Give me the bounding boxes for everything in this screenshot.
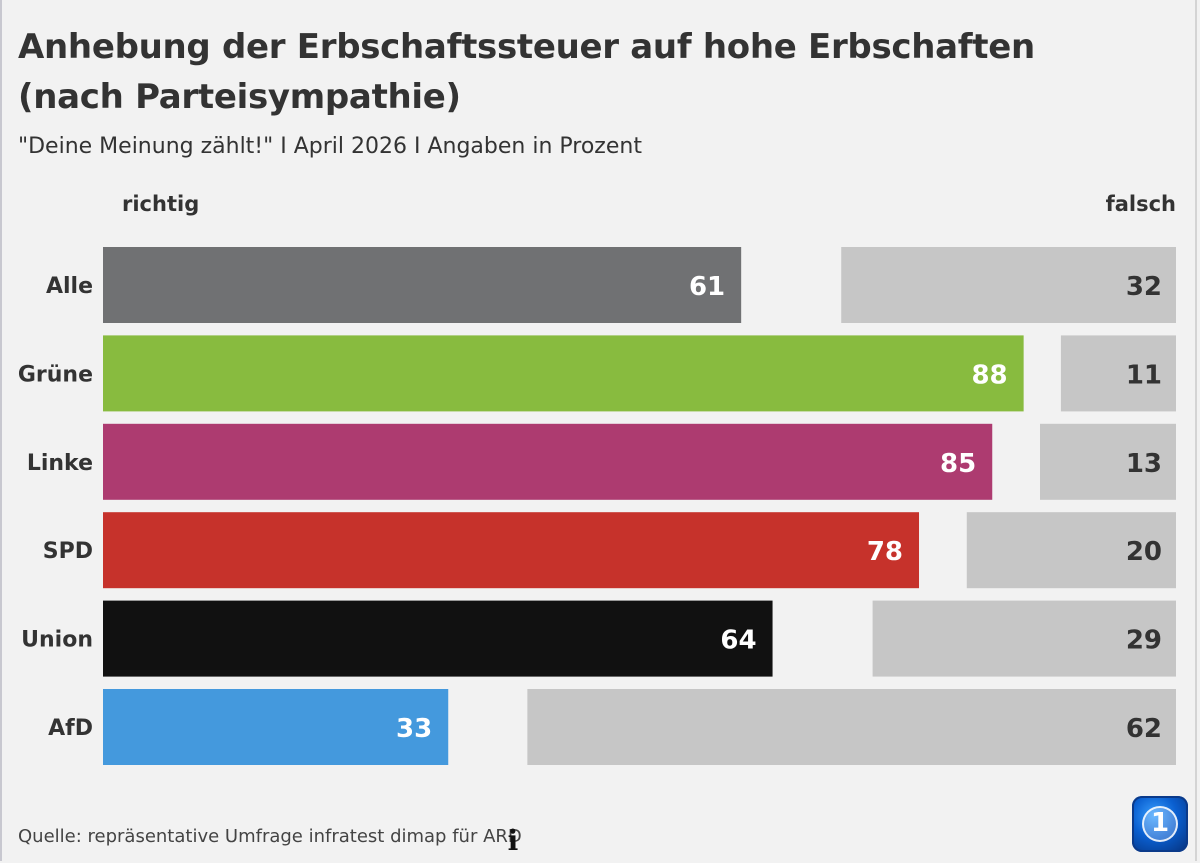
bar-richtig (103, 247, 742, 323)
value-label-falsch: 62 (1126, 714, 1162, 744)
category-label: AfD (48, 716, 93, 741)
bar-falsch (527, 689, 1176, 765)
chart-title: Anhebung der Erbschaftssteuer auf hohe E… (18, 27, 1035, 117)
legend-falsch: falsch (1105, 192, 1176, 216)
category-label: Grüne (18, 362, 93, 387)
value-label-falsch: 11 (1126, 360, 1162, 390)
logo-text: 1 (1150, 808, 1170, 838)
ard-logo: 1 (1132, 796, 1188, 852)
value-label-falsch: 13 (1126, 449, 1162, 479)
value-label-richtig: 33 (396, 714, 432, 744)
value-label-richtig: 85 (940, 449, 976, 479)
value-label-richtig: 88 (971, 360, 1007, 390)
bar-falsch (966, 512, 1176, 589)
bar-richtig (103, 600, 773, 677)
bar-falsch (1060, 335, 1176, 412)
category-label: Linke (27, 451, 93, 476)
bar-richtig (103, 512, 920, 589)
value-label-richtig: 78 (867, 537, 903, 567)
value-label-richtig: 64 (720, 626, 756, 656)
logo-globe (1142, 806, 1178, 842)
bar-richtig (103, 335, 1024, 412)
value-label-falsch: 32 (1126, 272, 1162, 302)
chart-subtitle: "Deine Meinung zählt!" I April 2026 I An… (18, 134, 642, 159)
bar-richtig (103, 423, 993, 500)
bar-falsch (841, 247, 1176, 323)
bar-falsch (1039, 423, 1176, 500)
info-icon[interactable]: i (507, 824, 519, 857)
category-label: SPD (43, 539, 93, 564)
category-label: Union (21, 628, 93, 653)
bar-falsch (872, 600, 1176, 677)
source-note: Quelle: repräsentative Umfrage infratest… (18, 826, 522, 847)
legend-richtig: richtig (122, 192, 200, 216)
category-label: Alle (46, 274, 93, 299)
bar-richtig (103, 689, 449, 765)
value-label-falsch: 29 (1126, 626, 1162, 656)
value-label-falsch: 20 (1126, 537, 1162, 567)
value-label-richtig: 61 (689, 272, 725, 302)
